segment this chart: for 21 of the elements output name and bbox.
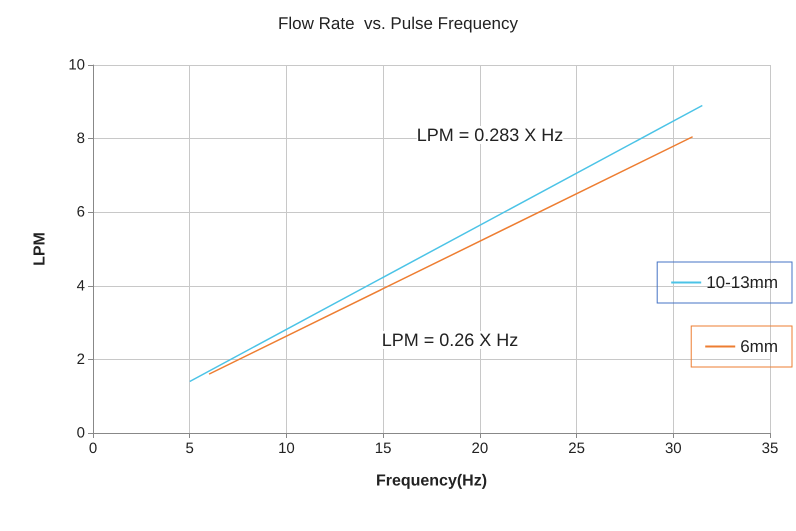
- x-tick-label: 0: [88, 440, 98, 457]
- legend-label: 10-13mm: [706, 273, 778, 292]
- y-axis-title: LPM: [32, 232, 48, 266]
- y-tick-label: 4: [76, 277, 85, 294]
- x-tick-label: 35: [762, 440, 778, 457]
- y-tick-label: 10: [68, 56, 85, 74]
- y-tick-label: 0: [76, 424, 85, 442]
- x-tick-label: 15: [374, 440, 392, 457]
- x-tick-label: 5: [186, 440, 194, 457]
- x-tick-label: 20: [472, 440, 488, 457]
- x-axis-title: Frequency(Hz): [376, 472, 488, 490]
- x-tick-label: 10: [278, 440, 295, 457]
- y-tick-label: 6: [76, 204, 85, 221]
- annotation: LPM = 0.26 X Hz: [382, 330, 518, 350]
- y-tick-label: 2: [76, 350, 85, 368]
- legend-label: 6mm: [740, 337, 778, 356]
- y-tick-label: 8: [76, 130, 85, 148]
- x-tick-label: 30: [664, 440, 682, 457]
- x-tick-label: 25: [568, 440, 585, 457]
- annotation: LPM = 0.283 X Hz: [416, 125, 564, 145]
- chart-title: Flow Rate vs. Pulse Frequency: [278, 14, 518, 33]
